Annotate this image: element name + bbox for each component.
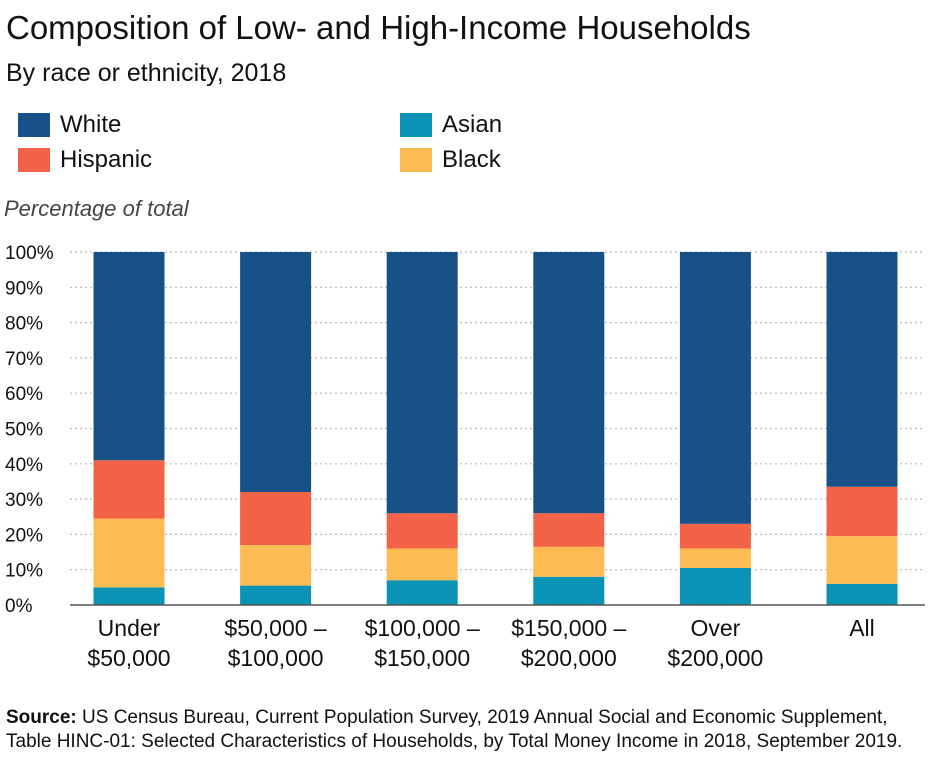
bar-segment-asian [679, 567, 751, 605]
bar-segment-black [826, 536, 898, 584]
bar-segment-black [240, 544, 312, 586]
y-tick-label: 10% [5, 561, 43, 582]
x-category-label: $150,000 – [511, 615, 626, 641]
bar-segment-white [386, 252, 458, 514]
bar-segment-black [93, 518, 165, 588]
source-text: US Census Bureau, Current Population Sur… [6, 707, 903, 752]
y-tick-label: 80% [5, 314, 43, 335]
legend-swatch-black [400, 148, 432, 172]
y-tick-label: 30% [5, 490, 43, 511]
bar-segment-asian [386, 580, 458, 605]
legend-item-hispanic: Hispanic [18, 145, 152, 175]
bar-segment-asian [93, 587, 165, 605]
y-tick-label: 0% [5, 596, 33, 617]
bar-segment-white [93, 252, 165, 461]
y-tick-label: 90% [5, 278, 43, 299]
legend-item-black: Black [400, 145, 501, 175]
legend-label-black: Black [442, 146, 501, 173]
y-tick-label: 20% [5, 525, 43, 546]
bar-segment-black [386, 548, 458, 581]
source-label: Source: [6, 707, 77, 728]
y-tick-label: 70% [5, 349, 43, 370]
legend-swatch-hispanic [18, 148, 50, 172]
y-tick-label: 50% [5, 420, 43, 441]
bar-segment-asian [240, 585, 312, 605]
x-category-label: Over [690, 615, 740, 641]
x-category-label: $50,000 [87, 645, 170, 671]
y-axis-title: Percentage of total [4, 196, 189, 221]
bar-segment-asian [826, 583, 898, 605]
bar-segment-white [826, 252, 898, 487]
bar-segment-hispanic [386, 513, 458, 549]
legend-swatch-white [18, 113, 50, 137]
bar-segment-hispanic [826, 486, 898, 537]
x-category-label: $150,000 [374, 645, 470, 671]
legend-label-white: White [60, 111, 122, 138]
bar-segment-hispanic [679, 523, 751, 549]
source-note: Source: US Census Bureau, Current Popula… [6, 706, 906, 754]
bar-segment-white [533, 252, 605, 514]
bar-segment-hispanic [533, 513, 605, 547]
legend-label-hispanic: Hispanic [60, 146, 153, 173]
x-category-label: $50,000 – [224, 615, 327, 641]
legend-label-asian: Asian [442, 111, 503, 138]
chart-title: Composition of Low- and High-Income Hous… [6, 9, 751, 46]
x-category-label: $100,000 – [365, 615, 480, 641]
y-tick-label: 100% [5, 243, 54, 264]
legend-swatch-asian [400, 113, 432, 137]
legend-item-asian: Asian [400, 110, 502, 140]
x-category-label: $100,000 [228, 645, 324, 671]
x-category-label: Under [98, 615, 161, 641]
bar-segment-hispanic [93, 460, 165, 519]
x-category-label: $200,000 [521, 645, 617, 671]
bar-segment-asian [533, 576, 605, 605]
legend-item-white: White [18, 110, 121, 140]
bar-segment-white [679, 252, 751, 524]
x-category-label: $200,000 [667, 645, 763, 671]
chart-subtitle: By race or ethnicity, 2018 [6, 59, 287, 87]
bar-segment-hispanic [240, 492, 312, 545]
stacked-bar-chart: 0% 10% 20% 30% 40% 50% 60% 70% 80% 90% 100% Under $5… [5, 243, 925, 671]
y-tick-label: 40% [5, 455, 43, 476]
bar-segment-black [533, 546, 605, 577]
y-tick-label: 60% [5, 384, 43, 405]
x-category-label: All [849, 615, 875, 641]
bar-segment-white [240, 252, 312, 493]
bar-segment-black [679, 548, 751, 568]
